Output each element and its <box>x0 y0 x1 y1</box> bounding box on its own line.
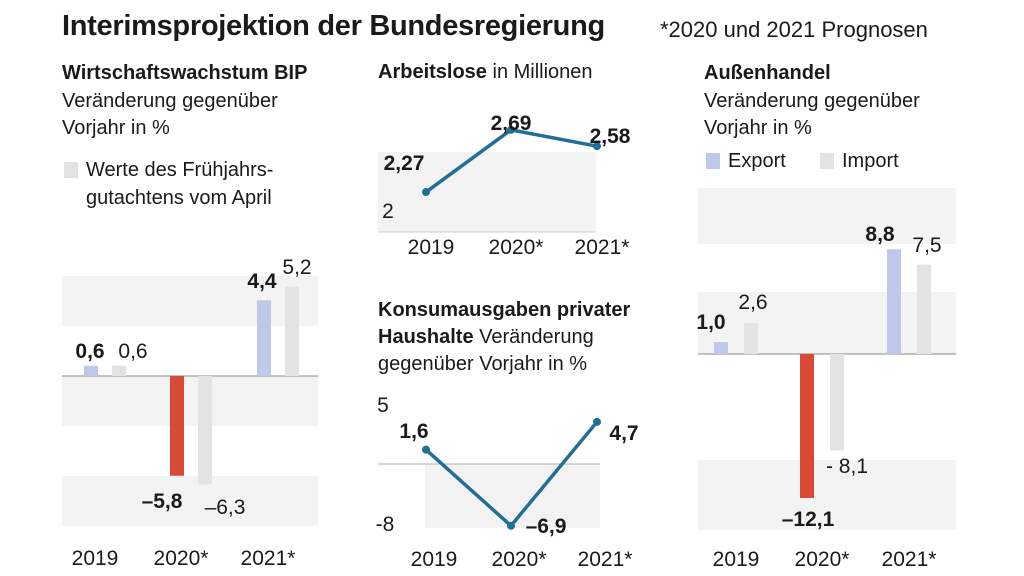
trade-bar-import-1 <box>830 354 844 451</box>
cons-title-line1: Konsumausgaben privater <box>378 299 631 321</box>
trade-label-export-0: 1,0 <box>696 311 725 334</box>
unemp-point-2 <box>593 142 601 151</box>
trade-bar-export-2 <box>887 249 901 354</box>
gdp-subtitle-line1: Veränderung gegenüber <box>62 90 278 112</box>
trade-band-upper <box>698 188 956 244</box>
gdp-label-actual-0: 0,6 <box>75 340 104 363</box>
gdp-x-tick-0: 2019 <box>72 547 119 570</box>
gdp-bar-actual-0 <box>84 365 98 376</box>
cons-title-line2: Haushalte <box>378 326 474 348</box>
cons-point-1 <box>507 521 515 530</box>
gdp-bar-actual-2 <box>257 300 271 376</box>
trade-x-tick-2: 2021* <box>882 548 937 571</box>
gdp-x-tick-1: 2020* <box>154 547 209 570</box>
gdp-label-spring-0: 0,6 <box>118 340 147 363</box>
unemp-label-1: 2,69 <box>491 112 532 135</box>
unemp-x-tick-0: 2019 <box>408 236 455 259</box>
gdp-label-actual-1: –5,8 <box>142 490 183 513</box>
trade-title: Außenhandel <box>704 62 831 84</box>
trade-band-lower <box>698 460 956 530</box>
gdp-legend-line2: gutachtens vom April <box>86 187 272 209</box>
gdp-legend-swatch <box>64 162 78 178</box>
gdp-label-spring-1: –6,3 <box>205 496 246 519</box>
unemp-band <box>378 152 596 232</box>
unemp-y-min: 2 <box>382 200 394 223</box>
cons-y-max: 5 <box>377 394 389 417</box>
main-title: Interimsprojektion der Bundesregierung <box>62 10 605 42</box>
unemp-label-2: 2,58 <box>590 125 631 148</box>
cons-subtitle-line2: gegenüber Vorjahr in % <box>378 353 588 375</box>
cons-point-2 <box>593 417 601 426</box>
gdp-band-mid <box>62 376 318 426</box>
cons-subtitle-line1: Veränderung <box>479 326 594 348</box>
trade-label-export-1: –12,1 <box>782 508 835 531</box>
unemp-x-tick-1: 2020* <box>489 236 544 259</box>
trade-label-import-1: - 8,1 <box>826 455 868 478</box>
forecast-note: *2020 und 2021 Prognosen <box>660 17 928 42</box>
trade-legend-import: Import <box>842 150 899 172</box>
unemp-heading: Arbeitslose in Millionen <box>378 62 593 82</box>
trade-bar-export-0 <box>714 342 728 354</box>
gdp-bar-spring-1 <box>198 376 212 485</box>
unemp-point-1 <box>507 125 515 134</box>
trade-bar-import-2 <box>917 264 931 354</box>
trade-label-export-2: 8,8 <box>865 223 895 246</box>
cons-point-0 <box>422 445 430 454</box>
gdp-bar-actual-1 <box>170 376 184 476</box>
gdp-x-tick-2: 2021* <box>241 547 296 570</box>
cons-label-1: –6,9 <box>526 515 567 538</box>
cons-x-tick-0: 2019 <box>411 548 458 571</box>
cons-label-2: 4,7 <box>609 422 638 445</box>
trade-subtitle-line2: Vorjahr in % <box>704 117 812 139</box>
gdp-label-spring-2: 5,2 <box>282 256 311 279</box>
cons-label-0: 1,6 <box>399 420 428 443</box>
gdp-subtitle-line2: Vorjahr in % <box>62 117 170 139</box>
unemp-title: Arbeitslose <box>378 61 487 83</box>
trade-legend-export-swatch <box>706 153 720 169</box>
cons-x-tick-1: 2020* <box>492 548 547 571</box>
unemp-x-tick-2: 2021* <box>575 236 630 259</box>
gdp-band-lower <box>62 476 318 526</box>
gdp-legend-line1: Werte des Frühjahrs- <box>86 159 274 181</box>
cons-heading-line2: Haushalte Veränderung <box>378 327 594 347</box>
cons-y-min: -8 <box>376 513 395 536</box>
gdp-bar-spring-0 <box>112 365 126 376</box>
trade-x-tick-1: 2020* <box>795 548 850 571</box>
trade-band-mid <box>698 292 956 354</box>
gdp-bar-spring-2 <box>285 286 299 376</box>
trade-label-import-0: 2,6 <box>738 291 767 314</box>
trade-label-import-2: 7,5 <box>912 234 941 257</box>
trade-subtitle-line1: Veränderung gegenüber <box>704 90 920 112</box>
trade-x-tick-0: 2019 <box>713 548 760 571</box>
gdp-band-upper <box>62 276 318 326</box>
cons-x-tick-2: 2021* <box>578 548 633 571</box>
unemp-label-0: 2,27 <box>384 152 425 175</box>
trade-bar-import-0 <box>744 323 758 354</box>
unemp-unit: in Millionen <box>492 61 593 83</box>
unemp-point-0 <box>422 188 430 197</box>
gdp-title: Wirtschaftswachstum BIP <box>62 62 308 84</box>
trade-legend-import-swatch <box>820 153 834 169</box>
trade-legend-export: Export <box>728 150 786 172</box>
gdp-label-actual-2: 4,4 <box>247 270 277 293</box>
trade-bar-export-1 <box>800 354 814 498</box>
